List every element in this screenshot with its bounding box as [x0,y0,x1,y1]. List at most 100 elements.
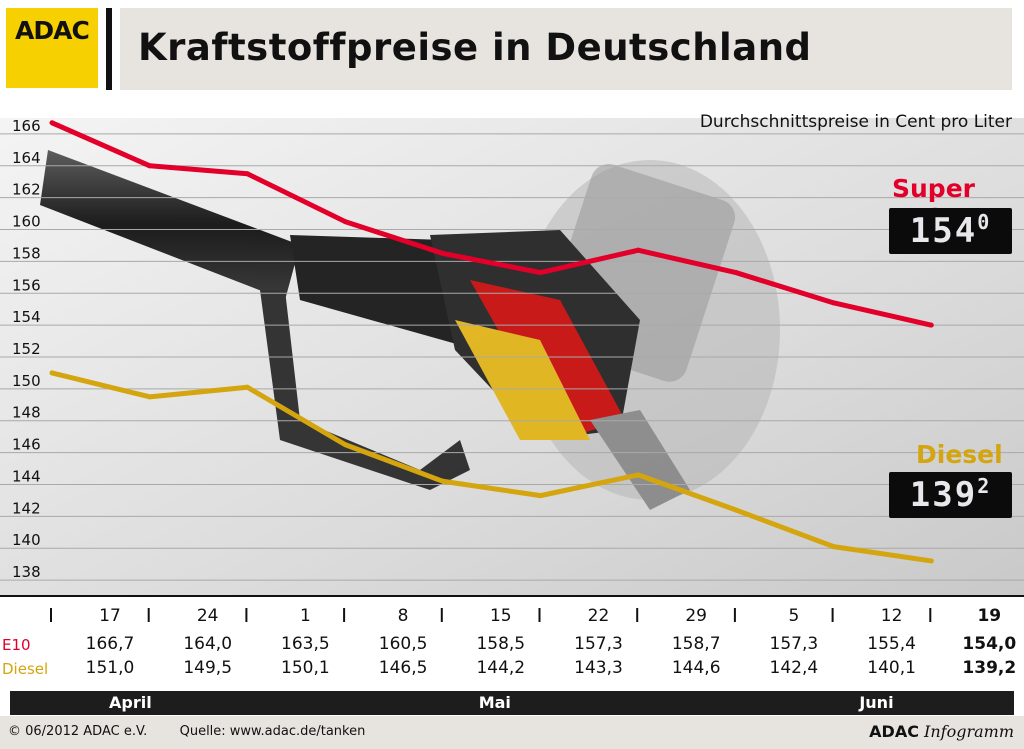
copyright-text: © 06/2012 ADAC e.V. [8,724,148,739]
y-tick-label: 156 [12,276,41,294]
data-point [147,163,153,169]
table-cell: 163,5 [281,634,330,654]
e10-price-fraction: 0 [977,210,992,234]
data-point [733,507,739,513]
data-point [49,120,55,126]
y-tick-labels: 138 140 142 144 146 148 150 152 154 156 158 160 162 1… [12,117,41,581]
footer-brand-bold: ADAC [869,722,919,741]
y-tick-label: 146 [12,436,41,454]
table-cell: 157,3 [574,634,623,654]
data-point [831,544,837,550]
y-tick-label: 152 [12,340,41,358]
table-cell: 142,4 [769,658,819,678]
footer-credits: © 06/2012 ADAC e.V. Quelle: www.adac.de/… [8,724,365,739]
data-point [538,270,543,276]
table-cell: 151,0 [85,658,135,678]
data-point [538,493,543,499]
table-cell: 157,3 [769,634,819,654]
y-tick-label: 164 [12,149,41,167]
e10-price-display: 1540 [889,208,1012,254]
table-cell: 139,2 [962,658,1017,678]
data-point [635,472,641,478]
x-tick-label: 5 [788,606,800,626]
table-cell: 144,2 [476,658,526,678]
table-cell: 143,3 [574,658,623,678]
data-point [635,247,641,253]
y-tick-label: 150 [12,372,41,390]
x-tick-label: 8 [397,606,409,626]
y-tick-label: 144 [12,467,41,485]
x-tick-label: 17 [99,606,121,626]
data-point [733,270,739,276]
y-tick-label: 162 [12,181,41,199]
month-bar: April [10,691,251,715]
data-point [928,558,934,564]
series-lines [49,120,934,564]
row-label-diesel: Diesel [2,660,49,678]
series-line-diesel [51,370,932,564]
page-title: Kraftstoffpreise in Deutschland [138,26,812,69]
data-point [440,478,446,484]
logo-text: ADAC [15,16,90,45]
fuel-nozzle-photo [40,150,780,510]
series-title-diesel: Diesel [916,440,1003,469]
y-tick-label: 148 [12,404,41,422]
y-tick-label: 138 [12,563,41,581]
y-tick-label: 160 [12,213,41,231]
data-point [831,300,837,306]
logo-divider [106,8,112,90]
table-cell: 149,5 [183,658,233,678]
table-cell: 144,6 [671,658,721,678]
x-category-row: 17 24 1 8 15 22 29 5 12 19 [0,606,1024,628]
table-cell: 140,1 [867,658,916,678]
diesel-price-display: 1392 [889,472,1012,518]
x-tick-label: 22 [587,606,610,626]
table-cell: 158,5 [476,634,526,654]
y-tick-label: 140 [12,531,41,549]
row-label-e10: E10 [2,636,31,654]
x-tick-label: 12 [880,606,903,626]
y-tick-label: 154 [12,308,41,326]
x-tick-label: 19 [977,606,1002,626]
data-point [928,322,934,328]
adac-logo: ADAC [6,8,98,88]
line-chart: 138 140 142 144 146 148 150 152 154 156 158 160 162 1… [0,117,1024,622]
title-band: Kraftstoffpreise in Deutschland [120,8,1012,90]
data-point [440,250,446,256]
table-cell: 150,1 [281,658,330,678]
footer-brand-italic: Infogramm [924,722,1014,741]
data-point [147,394,153,400]
footer: © 06/2012 ADAC e.V. Quelle: www.adac.de/… [0,716,1024,749]
footer-brand: ADAC Infogramm [869,722,1014,741]
x-tick-label: 1 [299,606,311,626]
data-point [342,219,348,225]
table-cell: 154,0 [962,634,1017,654]
table-cell: 155,4 [867,634,916,654]
data-point [244,171,250,177]
table-cell: 164,0 [183,634,233,654]
series-line-e10 [50,120,932,328]
source-text: Quelle: www.adac.de/tanken [179,724,366,739]
table-cell: 166,7 [85,634,135,654]
x-tick-label: 24 [196,606,219,626]
table-cell: 160,5 [378,634,428,654]
diesel-price-main: 139 [909,475,978,515]
chart-subtitle: Durchschnittspreise in Cent pro Liter [699,112,1012,132]
y-tick-label: 142 [12,499,41,517]
diesel-price-fraction: 2 [977,474,992,498]
y-tick-label: 166 [12,117,41,135]
table-row-diesel: 151,0 149,5 150,1 146,5 144,2 143,3 144,6 142,4… [0,658,1024,680]
data-point [49,370,55,376]
table-row-e10: 166,7 164,0 163,5 160,5 158,5 157,3 158,7 157,3… [0,634,1024,656]
table-cell: 146,5 [378,658,428,678]
e10-price-main: 154 [909,211,978,251]
month-bar: Juni [738,691,1014,715]
table-cell: 158,7 [671,634,721,654]
x-tick-marks [50,608,932,622]
x-tick-label: 29 [685,606,707,626]
y-tick-label: 158 [12,244,41,262]
data-point [342,442,348,448]
month-bar: Mai [250,691,740,715]
x-tick-label: 15 [489,606,512,626]
data-point [244,384,250,390]
